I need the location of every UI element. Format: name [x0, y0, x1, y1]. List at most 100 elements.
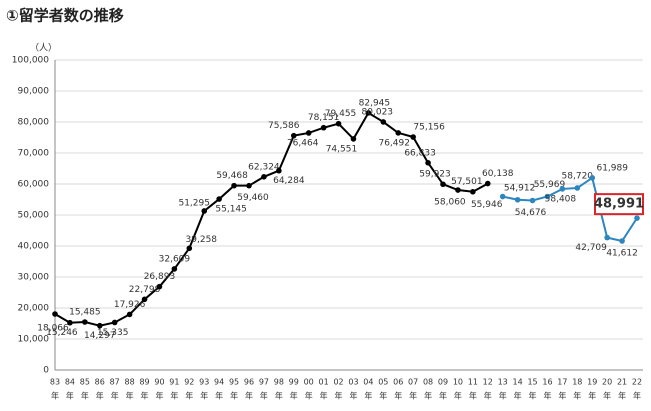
x-tick-label: 21 [617, 378, 627, 387]
data-label: 80,023 [362, 107, 394, 117]
data-point [231, 182, 237, 189]
x-tick-label: 11 [468, 378, 478, 387]
x-unit: 年 [215, 391, 223, 401]
x-tick-label: 94 [214, 378, 224, 387]
y-tick-label: 50,000 [18, 211, 50, 221]
x-tick-label: 07 [408, 378, 418, 387]
data-point [52, 311, 58, 317]
x-unit: 年 [379, 391, 387, 401]
data-point [216, 196, 222, 202]
data-label: 55,946 [471, 200, 503, 210]
x-unit: 年 [111, 391, 119, 401]
x-unit: 年 [126, 391, 134, 401]
x-tick-label: 89 [139, 378, 149, 387]
y-tick-label: 100,000 [12, 56, 49, 66]
data-point [126, 311, 133, 318]
data-point [82, 319, 88, 325]
y-unit: （人） [30, 43, 57, 54]
data-label: 58,720 [562, 171, 594, 181]
y-tick-label: 80,000 [18, 118, 50, 128]
x-tick-label: 83 [50, 378, 60, 387]
x-tick-label: 03 [348, 378, 358, 387]
x-unit: 年 [364, 391, 372, 401]
data-label: 48,991 [594, 197, 644, 212]
x-tick-label: 91 [169, 378, 179, 387]
x-tick-label: 19 [587, 378, 597, 387]
data-label: 54,676 [515, 208, 547, 218]
x-tick-label: 14 [513, 378, 523, 387]
data-point [96, 322, 103, 329]
x-unit: 年 [588, 391, 596, 401]
data-label: 32,609 [159, 254, 191, 264]
x-tick-label: 06 [393, 378, 403, 387]
data-point [529, 197, 536, 204]
data-point [499, 193, 506, 200]
x-unit: 年 [170, 391, 178, 401]
data-point [574, 185, 581, 191]
data-label: 58,408 [545, 194, 577, 204]
data-point [156, 283, 163, 290]
x-tick-label: 84 [65, 378, 75, 387]
y-tick-label: 20,000 [18, 304, 50, 314]
data-point [455, 187, 461, 193]
data-label: 62,324 [248, 162, 280, 172]
data-label: 57,501 [451, 177, 483, 187]
x-tick-label: 96 [244, 378, 254, 387]
data-point [410, 134, 416, 140]
x-tick-label: 22 [632, 378, 642, 387]
data-point [619, 238, 625, 244]
x-tick-label: 04 [363, 378, 373, 387]
data-label: 22,798 [129, 285, 161, 295]
data-label: 79,455 [325, 109, 357, 119]
data-label: 60,138 [482, 169, 514, 179]
data-label: 26,893 [144, 272, 176, 282]
x-tick-label: 18 [572, 378, 582, 387]
data-point [365, 110, 372, 116]
x-unit: 年 [603, 391, 611, 401]
x-unit: 年 [499, 391, 507, 401]
y-tick-label: 10,000 [18, 335, 50, 345]
x-unit: 年 [320, 391, 328, 401]
data-point [484, 180, 491, 187]
x-unit: 年 [230, 391, 238, 401]
data-label: 51,295 [178, 198, 210, 208]
data-point [470, 188, 476, 195]
x-tick-label: 12 [483, 378, 493, 387]
data-point [514, 196, 521, 203]
data-label: 55,969 [534, 180, 566, 190]
data-label: 55,145 [215, 205, 247, 215]
x-tick-label: 13 [498, 378, 508, 387]
x-unit: 年 [275, 391, 283, 401]
x-unit: 年 [290, 391, 298, 401]
data-label: 76,492 [378, 138, 410, 148]
data-label: 15,485 [69, 307, 101, 317]
x-unit: 年 [394, 391, 402, 401]
data-point [186, 245, 193, 252]
x-unit: 年 [573, 391, 581, 401]
data-point [290, 132, 297, 139]
x-unit: 年 [141, 391, 149, 401]
x-unit: 年 [543, 391, 551, 401]
x-tick-label: 99 [289, 378, 299, 387]
x-unit: 年 [335, 391, 343, 401]
x-unit: 年 [96, 391, 104, 401]
x-tick-label: 16 [542, 378, 552, 387]
data-point [141, 296, 148, 303]
data-label: 41,612 [606, 249, 638, 259]
x-tick-label: 09 [438, 378, 448, 387]
data-label: 75,586 [268, 121, 300, 131]
data-point [350, 136, 357, 142]
data-label: 42,709 [575, 243, 607, 253]
data-point [559, 186, 566, 192]
data-label: 74,551 [326, 144, 358, 154]
x-tick-label: 17 [557, 378, 567, 387]
x-tick-label: 93 [199, 378, 209, 387]
x-tick-label: 05 [378, 378, 388, 387]
data-point [67, 319, 73, 326]
data-label: 59,460 [237, 193, 269, 203]
series-line [502, 176, 638, 243]
data-label: 78,151 [308, 113, 340, 123]
data-label: 54,912 [504, 183, 536, 193]
x-tick-label: 01 [319, 378, 329, 387]
